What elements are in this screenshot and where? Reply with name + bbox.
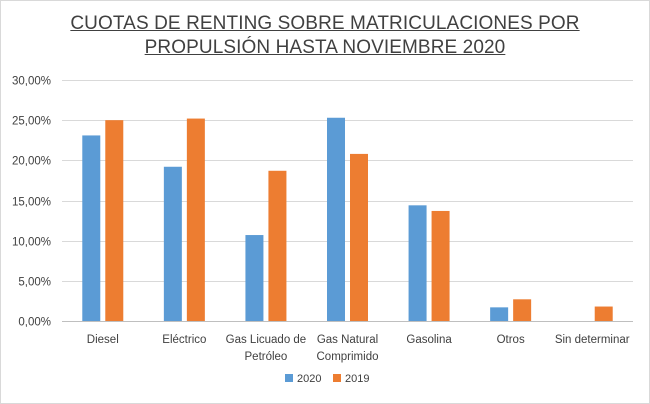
y-tick-label: 25,00%	[12, 116, 51, 128]
y-tick-label: 0,00%	[18, 317, 51, 329]
chart-title-line-1: CUOTAS DE RENTING SOBRE MATRICULACIONES …	[70, 13, 580, 34]
x-category-label: Eléctrico	[162, 334, 206, 346]
x-category-label: Petróleo	[245, 351, 288, 363]
legend-swatch-2019	[333, 374, 341, 382]
bar-2020-2	[245, 235, 264, 321]
x-category-label: Gas Licuado de	[226, 334, 307, 346]
x-category-label: Gas Natural	[317, 334, 378, 346]
bar-2019-3	[350, 153, 368, 321]
bar-2019-1	[186, 118, 205, 321]
x-category-label: Comprimido	[317, 351, 379, 363]
x-category-label: Diesel	[87, 334, 119, 346]
y-tick-label: 30,00%	[12, 76, 51, 88]
x-category-label: Otros	[497, 334, 525, 346]
legend-swatch-2020	[285, 374, 293, 382]
y-tick-label: 10,00%	[12, 237, 51, 249]
bar-2020-3	[327, 117, 345, 321]
legend-label: 2020	[297, 373, 321, 385]
x-category-label: Gasolina	[406, 334, 452, 346]
y-tick-label: 5,00%	[18, 277, 51, 289]
bar-2019-4	[431, 210, 450, 321]
legend-label: 2019	[345, 373, 369, 385]
bar-2020-5	[490, 307, 509, 321]
bar-2019-6	[594, 306, 613, 321]
bar-2020-0	[82, 135, 101, 321]
y-tick-label: 15,00%	[12, 197, 51, 209]
bar-2020-1	[163, 166, 182, 321]
chart-title: CUOTAS DE RENTING SOBRE MATRICULACIONES …	[0, 12, 650, 60]
x-category-label: Sin determinar	[555, 334, 630, 346]
chart-title-line-2: PROPULSIÓN HASTA NOVIEMBRE 2020	[144, 37, 506, 58]
bar-2020-4	[408, 205, 427, 321]
bar-2019-5	[513, 299, 532, 321]
bar-2019-2	[268, 170, 287, 321]
y-tick-label: 20,00%	[12, 156, 51, 168]
bar-2019-0	[105, 120, 124, 322]
